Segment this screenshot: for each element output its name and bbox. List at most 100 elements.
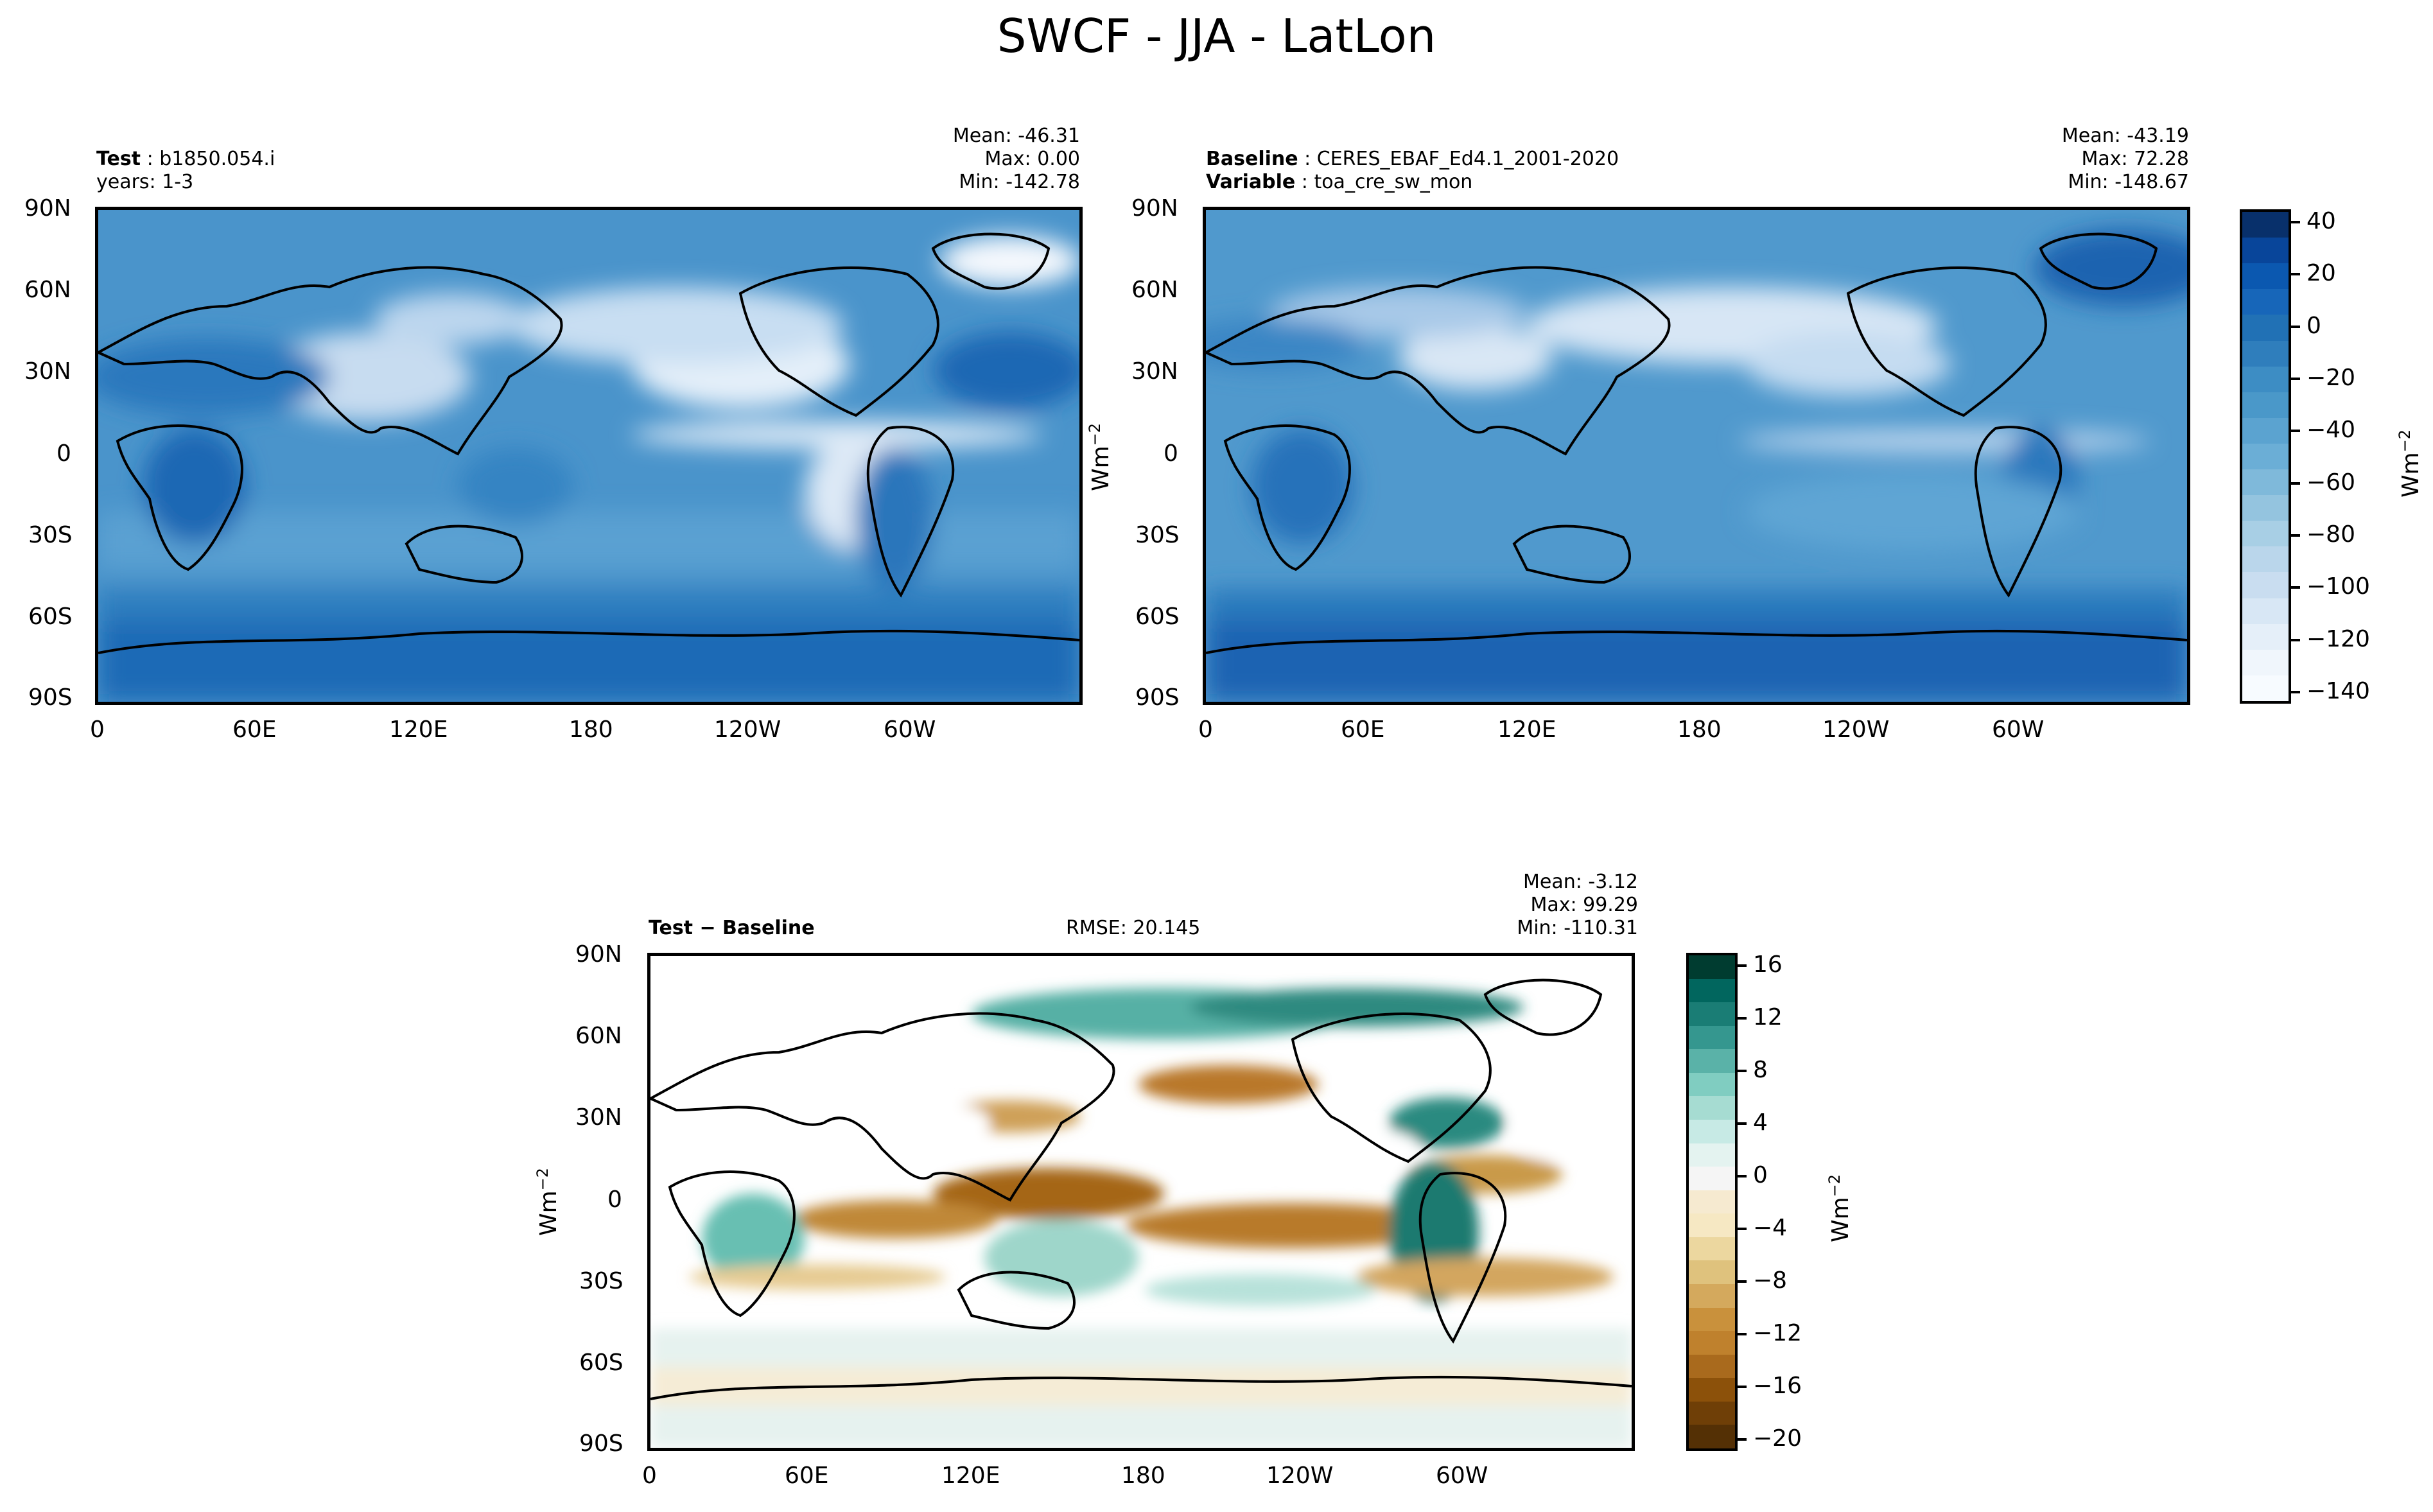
test-lon-tick-0: 0 bbox=[90, 717, 105, 743]
diff-map-panel bbox=[647, 953, 1635, 1451]
diff-lat-tick-90n: 90N bbox=[575, 941, 622, 968]
diff-colorbar-tick-mark bbox=[1738, 964, 1747, 967]
baseline-mean: Mean: -43.19 bbox=[2061, 125, 2189, 147]
baseline-label-text: CERES_EBAF_Ed4.1_2001-2020 bbox=[1316, 148, 1619, 170]
baseline-max: Max: 72.28 bbox=[2081, 148, 2189, 170]
diff-colorbar-tick-label: −8 bbox=[1753, 1267, 1788, 1294]
main-colorbar-segment bbox=[2242, 417, 2289, 444]
diff-colorbar-segment bbox=[1689, 1213, 1735, 1238]
diff-colorbar-segment bbox=[1689, 1354, 1735, 1379]
main-colorbar-segment bbox=[2242, 212, 2289, 239]
baseline-coastlines bbox=[1206, 232, 2187, 654]
test-lat-tick-30n: 30N bbox=[24, 358, 71, 385]
diff-colorbar-segment bbox=[1689, 1331, 1735, 1355]
diff-lat-tick-30s: 30S bbox=[579, 1268, 624, 1294]
test-lon-tick-120e: 120E bbox=[389, 717, 448, 743]
main-colorbar bbox=[2240, 209, 2291, 704]
main-colorbar-tick-mark bbox=[2291, 638, 2300, 641]
diff-map bbox=[650, 956, 1632, 1448]
main-colorbar-tick-mark bbox=[2291, 378, 2300, 380]
main-colorbar-tick-label: −40 bbox=[2307, 417, 2355, 444]
diff-colorbar-segment bbox=[1689, 1190, 1735, 1215]
diff-colorbar-tick-label: −12 bbox=[1753, 1320, 1802, 1346]
test-map bbox=[98, 210, 1079, 702]
baseline-lat-tick-30n: 30N bbox=[1131, 358, 1178, 385]
diff-lat-tick-90s: 90S bbox=[579, 1430, 624, 1457]
baseline-lat-tick-90s: 90S bbox=[1135, 684, 1180, 711]
diff-max: Max: 99.29 bbox=[1530, 894, 1638, 916]
diff-colorbar-tick-mark bbox=[1738, 1333, 1747, 1335]
diff-lat-tick-30n: 30N bbox=[575, 1104, 622, 1131]
diff-colorbar-tick-mark bbox=[1738, 1175, 1747, 1177]
main-colorbar-segment bbox=[2242, 675, 2289, 701]
main-colorbar-tick-mark bbox=[2291, 534, 2300, 537]
baseline-lon-tick-120w: 120W bbox=[1822, 717, 1890, 743]
main-colorbar-tick-label: −60 bbox=[2307, 469, 2355, 496]
diff-lat-tick-60n: 60N bbox=[575, 1023, 622, 1049]
diff-left-units-label: Wm−2 bbox=[534, 1167, 562, 1237]
test-lat-tick-90n: 90N bbox=[24, 195, 71, 222]
test-max: Max: 0.00 bbox=[984, 148, 1080, 170]
test-stats: Mean: -46.31 Max: 0.00 Min: -142.78 bbox=[953, 125, 1080, 194]
baseline-lat-tick-60n: 60N bbox=[1131, 277, 1178, 303]
diff-lon-tick-60w: 60W bbox=[1436, 1463, 1488, 1489]
main-colorbar-segment bbox=[2242, 238, 2289, 265]
diff-colorbar-tick-label: 0 bbox=[1753, 1162, 1768, 1188]
figure-title: SWCF - JJA - LatLon bbox=[997, 9, 1436, 63]
diff-colorbar-tick-label: −20 bbox=[1753, 1425, 1802, 1452]
main-colorbar-tick-label: −80 bbox=[2307, 521, 2355, 548]
diff-colorbar-segment bbox=[1689, 1237, 1735, 1262]
main-colorbar-tick-label: 20 bbox=[2307, 260, 2336, 287]
test-lat-tick-90s: 90S bbox=[28, 684, 73, 711]
diff-colorbar-tick-mark bbox=[1738, 1280, 1747, 1283]
baseline-map-panel bbox=[1203, 207, 2190, 705]
test-lat-tick-0: 0 bbox=[57, 440, 71, 467]
test-map-panel bbox=[95, 207, 1083, 705]
main-colorbar-tick-label: −20 bbox=[2307, 365, 2355, 391]
diff-colorbar-tick-label: 16 bbox=[1753, 952, 1783, 978]
test-lat-tick-60s: 60S bbox=[28, 604, 73, 630]
diff-colorbar-tick-label: −16 bbox=[1753, 1373, 1802, 1399]
diff-colorbar-segment bbox=[1689, 1002, 1735, 1027]
diff-coastlines bbox=[650, 978, 1632, 1400]
diff-colorbar-tick-mark bbox=[1738, 1386, 1747, 1388]
diff-colorbar-tick-mark bbox=[1738, 1438, 1747, 1441]
baseline-lon-tick-60e: 60E bbox=[1341, 717, 1385, 743]
test-years: years: 1-3 bbox=[96, 171, 194, 193]
baseline-label: Baseline : CERES_EBAF_Ed4.1_2001-2020 bbox=[1206, 148, 1619, 170]
main-colorbar-tick-label: −120 bbox=[2307, 625, 2370, 652]
main-colorbar-segment bbox=[2242, 495, 2289, 522]
baseline-variable-text: toa_cre_sw_mon bbox=[1314, 171, 1473, 193]
main-colorbar-segment bbox=[2242, 289, 2289, 316]
diff-colorbar-segment bbox=[1689, 1401, 1735, 1426]
main-colorbar-segment bbox=[2242, 572, 2289, 599]
diff-lon-tick-120e: 120E bbox=[941, 1463, 1000, 1489]
diff-colorbar-segment bbox=[1689, 1284, 1735, 1308]
main-colorbar-tick-mark bbox=[2291, 221, 2300, 223]
baseline-lat-tick-90n: 90N bbox=[1131, 195, 1178, 222]
main-colorbar-tick-label: 0 bbox=[2307, 312, 2321, 339]
diff-colorbar-tick-label: 12 bbox=[1753, 1004, 1783, 1030]
diff-colorbar-tick-label: 4 bbox=[1753, 1109, 1768, 1136]
diff-label-bold: Test − Baseline bbox=[649, 917, 815, 939]
test-lon-tick-60w: 60W bbox=[884, 717, 936, 743]
diff-colorbar-tick-mark bbox=[1738, 1017, 1747, 1020]
diff-colorbar-units: Wm−2 bbox=[1826, 1174, 1854, 1243]
main-colorbar-segment bbox=[2242, 443, 2289, 471]
test-lat-tick-30s: 30S bbox=[28, 522, 73, 548]
main-colorbar-segment bbox=[2242, 392, 2289, 419]
main-colorbar-tick-mark bbox=[2291, 691, 2300, 693]
test-lat-tick-60n: 60N bbox=[24, 277, 71, 303]
baseline-min: Min: -148.67 bbox=[2068, 171, 2189, 193]
main-colorbar-tick-label: −100 bbox=[2307, 573, 2370, 600]
diff-mean: Mean: -3.12 bbox=[1522, 871, 1638, 893]
diff-colorbar-segment bbox=[1689, 1307, 1735, 1332]
diff-lon-tick-0: 0 bbox=[642, 1463, 657, 1489]
baseline-variable: Variable : toa_cre_sw_mon bbox=[1206, 171, 1473, 193]
diff-colorbar-segment bbox=[1689, 1120, 1735, 1144]
main-colorbar-segment bbox=[2242, 315, 2289, 342]
diff-colorbar-segment bbox=[1689, 1025, 1735, 1050]
diff-colorbar-tick-mark bbox=[1738, 1228, 1747, 1230]
diff-colorbar-tick-mark bbox=[1738, 1070, 1747, 1072]
diff-colorbar-segment bbox=[1689, 1260, 1735, 1285]
